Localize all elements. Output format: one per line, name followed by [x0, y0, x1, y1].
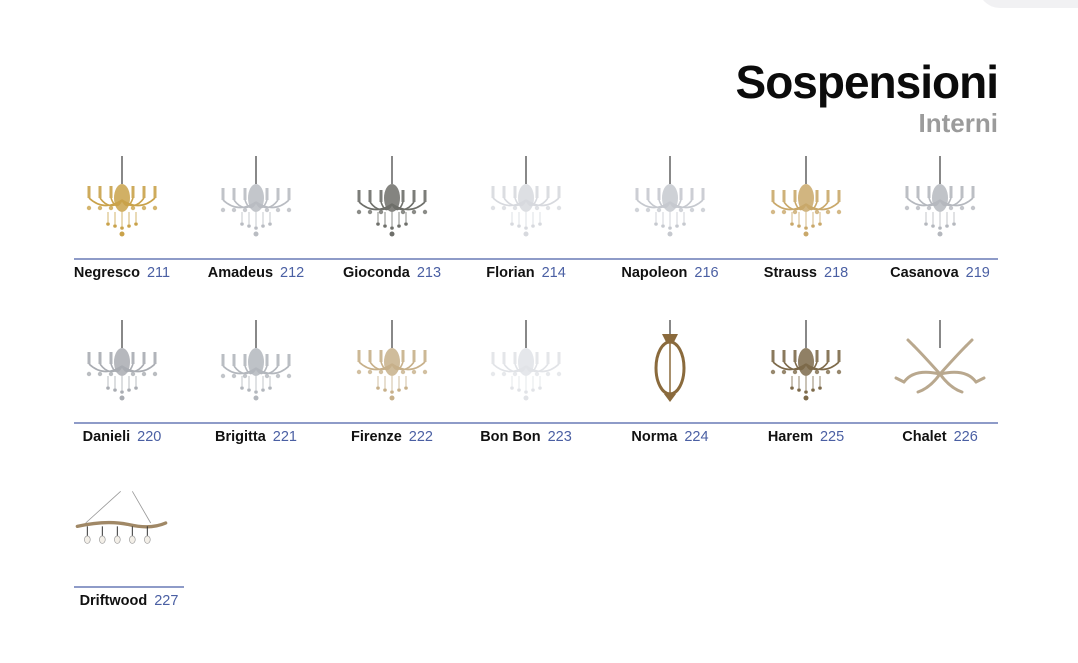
product-item[interactable]: Napoleon 216	[604, 154, 736, 294]
product-item[interactable]: Amadeus 212	[190, 154, 322, 294]
product-item[interactable]: Negresco 211	[56, 154, 188, 294]
product-name: Bon Bon	[480, 429, 541, 445]
product-item[interactable]: Gioconda 213	[326, 154, 458, 294]
product-item[interactable]: Strauss 218	[740, 154, 872, 294]
product-item[interactable]: Chalet 226	[874, 318, 1006, 458]
product-name: Gioconda	[342, 265, 410, 281]
product-page-number[interactable]: 226	[953, 429, 978, 445]
chandelier-icon	[326, 154, 458, 246]
product-label: Strauss 218	[740, 265, 872, 281]
chandelier-icon	[460, 154, 592, 246]
product-label: Amadeus 212	[190, 265, 322, 281]
product-item[interactable]: Florian 214	[460, 154, 592, 294]
chandelier-icon	[460, 318, 592, 410]
product-name: Strauss	[763, 265, 817, 281]
product-label: Gioconda 213	[326, 265, 458, 281]
product-label: Negresco 211	[56, 265, 188, 281]
row-divider	[74, 422, 998, 424]
driftwood-pendant-icon	[74, 482, 184, 574]
row-divider	[74, 258, 998, 260]
product-page-number[interactable]: 212	[280, 265, 305, 281]
product-name: Napoleon	[621, 265, 688, 281]
product-label: Brigitta 221	[190, 429, 322, 445]
product-label: Firenze 222	[326, 429, 458, 445]
product-name: Casanova	[890, 265, 959, 281]
page-corner-tab	[978, 0, 1078, 8]
product-label: Chalet 226	[874, 429, 1006, 445]
product-name: Harem	[767, 429, 813, 445]
product-name: Amadeus	[207, 265, 274, 281]
product-label: Danieli 220	[56, 429, 188, 445]
product-name: Negresco	[73, 265, 140, 281]
product-label: Bon Bon 223	[460, 429, 592, 445]
product-item[interactable]: Danieli 220	[56, 318, 188, 458]
product-item[interactable]: Harem 225	[740, 318, 872, 458]
product-item[interactable]: Brigitta 221	[190, 318, 322, 458]
antler-chandelier-icon	[874, 318, 1006, 410]
product-page-number[interactable]: 213	[416, 265, 442, 281]
product-name: Florian	[486, 265, 535, 281]
chandelier-icon	[190, 318, 322, 410]
product-item[interactable]: Norma 224	[604, 318, 736, 458]
product-name: Chalet	[902, 429, 947, 445]
product-item[interactable]: Driftwood 227	[74, 482, 184, 622]
product-page-number[interactable]: 216	[694, 265, 719, 281]
product-page-number[interactable]: 218	[824, 265, 849, 281]
product-label: Driftwood 227	[74, 593, 184, 609]
chandelier-icon	[190, 154, 322, 246]
product-page-number[interactable]: 227	[154, 593, 179, 609]
product-label: Napoleon 216	[604, 265, 736, 281]
product-page-number[interactable]: 220	[137, 429, 162, 445]
product-label: Norma 224	[604, 429, 736, 445]
chandelier-icon	[740, 154, 872, 246]
row-divider	[74, 586, 184, 588]
page-subtitle: Interni	[918, 108, 998, 138]
product-item[interactable]: Casanova 219	[874, 154, 1006, 294]
chandelier-icon	[604, 154, 736, 246]
chandelier-icon	[326, 318, 458, 410]
chandelier-icon	[740, 318, 872, 410]
product-name: Firenze	[351, 429, 402, 445]
product-page-number[interactable]: 222	[408, 429, 433, 445]
product-name: Danieli	[82, 429, 131, 445]
product-label: Casanova 219	[874, 265, 1006, 281]
product-page-number[interactable]: 225	[819, 429, 845, 445]
product-page-number[interactable]: 221	[272, 429, 297, 445]
product-label: Harem 225	[740, 429, 872, 445]
product-page-number[interactable]: 211	[146, 265, 171, 281]
product-item[interactable]: Firenze 222	[326, 318, 458, 458]
product-item[interactable]: Bon Bon 223	[460, 318, 592, 458]
product-label: Florian 214	[460, 265, 592, 281]
product-page-number[interactable]: 223	[547, 429, 572, 445]
product-page-number[interactable]: 224	[684, 429, 709, 445]
page-title: Sospensioni	[735, 56, 999, 108]
product-name: Norma	[631, 429, 678, 445]
product-page-number[interactable]: 214	[541, 265, 566, 281]
lantern-icon	[604, 318, 736, 410]
chandelier-icon	[874, 154, 1006, 246]
chandelier-icon	[56, 154, 188, 246]
product-name: Brigitta	[215, 429, 266, 445]
chandelier-icon	[56, 318, 188, 410]
product-name: Driftwood	[79, 593, 148, 609]
product-page-number[interactable]: 219	[965, 265, 990, 281]
